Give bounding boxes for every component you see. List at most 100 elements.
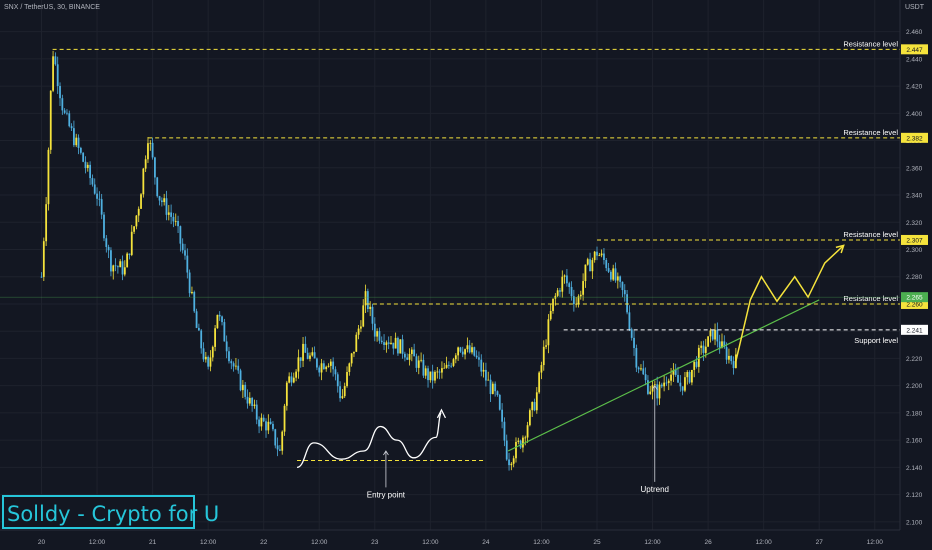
candle-body xyxy=(730,355,733,362)
candle-body xyxy=(63,110,66,113)
candle-body xyxy=(329,361,332,366)
candle-body xyxy=(77,137,80,148)
candle-body xyxy=(406,357,409,360)
candle-body xyxy=(656,384,659,399)
candle-body xyxy=(172,216,175,222)
candle-body xyxy=(390,342,392,344)
y-tick-label: 2.100 xyxy=(906,519,923,526)
price-tag xyxy=(901,324,928,335)
candle-body xyxy=(105,238,108,247)
candle-body xyxy=(116,266,119,268)
candle-body xyxy=(614,268,617,281)
candle-body xyxy=(181,243,184,251)
candle-body xyxy=(397,337,399,354)
candle-body xyxy=(485,369,487,381)
x-tick-label: 12:00 xyxy=(89,539,106,546)
candle-body xyxy=(721,341,723,348)
candle-body xyxy=(177,220,179,227)
x-tick-label: 24 xyxy=(482,539,490,546)
candle-body xyxy=(640,368,642,370)
price-tag-value: 2.260 xyxy=(906,301,923,308)
entry-point-label: Entry point xyxy=(367,490,406,499)
candle-body xyxy=(135,215,138,227)
candle-body xyxy=(392,342,395,349)
candle-body xyxy=(100,199,103,215)
candle-body xyxy=(487,379,490,381)
candle-body xyxy=(616,276,619,281)
candle-body xyxy=(552,298,554,311)
entry-curve-arrowhead xyxy=(436,408,447,419)
candle-body xyxy=(144,159,147,169)
candle-body xyxy=(276,445,279,450)
candle-body xyxy=(598,255,601,257)
candle-body xyxy=(290,376,293,383)
x-tick-label: 12:00 xyxy=(311,539,328,546)
candle-body xyxy=(549,310,552,320)
candle-body xyxy=(45,204,48,242)
x-tick-label: 27 xyxy=(816,539,824,546)
candle-body xyxy=(732,361,735,368)
candle-body xyxy=(512,458,515,464)
candle-body xyxy=(348,363,351,373)
candle-body xyxy=(623,290,626,295)
candle-body xyxy=(489,379,492,394)
candle-body xyxy=(304,343,307,353)
price-tag xyxy=(901,132,928,143)
candle-body xyxy=(346,372,348,387)
price-tag xyxy=(901,298,928,309)
candle-body xyxy=(299,357,302,361)
x-tick-label: 25 xyxy=(593,539,601,546)
candle-body xyxy=(410,349,413,354)
candle-body xyxy=(704,346,707,353)
support-level-label: Support level xyxy=(854,336,898,345)
candle-body xyxy=(577,296,580,304)
candle-body xyxy=(658,384,661,399)
candle-body xyxy=(561,276,564,292)
candle-body xyxy=(195,311,198,328)
candle-body xyxy=(279,449,281,451)
y-tick-label: 2.120 xyxy=(906,492,923,499)
candle-body xyxy=(128,253,131,255)
candle-body xyxy=(517,440,520,442)
candle-body xyxy=(130,231,133,255)
candle-body xyxy=(272,423,274,430)
candle-body xyxy=(498,394,501,410)
candle-body xyxy=(281,431,284,451)
candle-body xyxy=(728,355,730,360)
candle-body xyxy=(160,200,163,203)
candle-body xyxy=(563,275,566,277)
candle-body xyxy=(434,371,436,381)
candle-body xyxy=(607,268,610,272)
candle-body xyxy=(255,404,258,420)
candle-body xyxy=(184,250,186,256)
y-tick-label: 2.140 xyxy=(906,465,923,472)
candle-body xyxy=(424,368,427,376)
candle-body xyxy=(167,212,170,215)
candle-body xyxy=(211,346,214,358)
candle-body xyxy=(47,149,50,205)
candle-body xyxy=(237,365,240,371)
candle-body xyxy=(59,86,61,99)
x-tick-label: 12:00 xyxy=(533,539,550,546)
candle-body xyxy=(540,365,543,373)
current-price-value: 2.265 xyxy=(906,295,923,302)
candle-body xyxy=(235,365,237,367)
candle-body xyxy=(207,356,210,367)
candle-body xyxy=(366,291,369,310)
candle-body xyxy=(158,196,161,201)
current-price-tag xyxy=(901,292,928,303)
y-tick-label: 2.280 xyxy=(906,274,923,281)
candle-body xyxy=(457,347,460,356)
price-tag xyxy=(901,44,928,55)
candle-body xyxy=(91,178,94,185)
candle-body xyxy=(725,347,728,360)
candle-body xyxy=(586,259,589,265)
candle-body xyxy=(239,370,242,391)
candle-body xyxy=(121,261,124,275)
candle-body xyxy=(292,377,295,383)
candle-body xyxy=(232,363,235,367)
candle-body xyxy=(269,421,272,424)
price-tag-value: 2.241 xyxy=(906,327,923,334)
candle-body xyxy=(188,272,191,294)
